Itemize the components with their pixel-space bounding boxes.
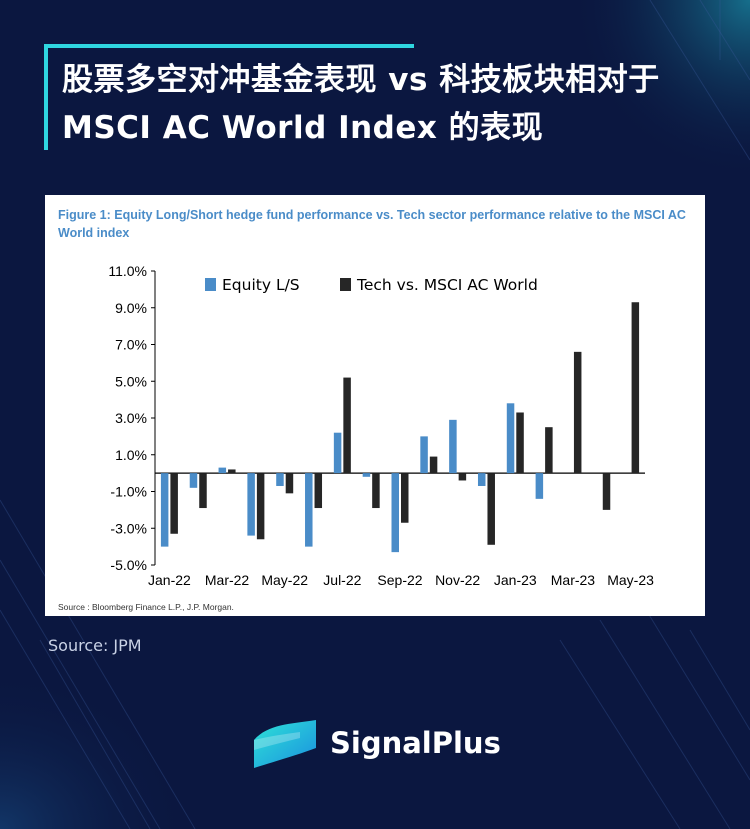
legend-swatch: [340, 278, 351, 291]
x-tick-label: Mar-22: [205, 572, 250, 588]
y-tick-label: -3.0%: [110, 520, 147, 536]
signalplus-logo-icon: [254, 720, 316, 768]
y-tick-label: -1.0%: [110, 484, 147, 500]
title-block: 股票多空对冲基金表现 vs 科技板块相对于 MSCI AC World Inde…: [44, 44, 724, 152]
bar-tech-vs-msci: [170, 473, 178, 534]
y-tick-label: 9.0%: [115, 300, 147, 316]
bar-equity-ls: [391, 473, 399, 553]
bar-tech-vs-msci: [516, 412, 524, 474]
brand-name: SignalPlus: [330, 726, 501, 760]
bar-tech-vs-msci: [401, 473, 409, 523]
bar-tech-vs-msci: [545, 427, 553, 474]
x-tick-label: Jul-22: [323, 572, 361, 588]
bar-tech-vs-msci: [429, 456, 438, 474]
bar-tech-vs-msci: [372, 473, 380, 509]
x-tick-label: Mar-23: [551, 572, 596, 588]
bar-tech-vs-msci: [285, 473, 294, 494]
x-tick-label: Nov-22: [435, 572, 480, 588]
bar-equity-ls: [535, 473, 544, 499]
bar-equity-ls: [449, 419, 457, 474]
x-tick-label: May-23: [607, 572, 654, 588]
bar-equity-ls: [333, 432, 342, 474]
x-tick-label: Jan-22: [148, 572, 191, 588]
bar-tech-vs-msci: [487, 473, 495, 545]
y-tick-label: 1.0%: [115, 447, 147, 463]
figure-caption: Figure 1: Equity Long/Short hedge fund p…: [58, 208, 686, 240]
y-tick-label: 3.0%: [115, 410, 147, 426]
bar-equity-ls: [247, 473, 255, 536]
brand: SignalPlus: [250, 718, 520, 770]
bar-equity-ls: [477, 473, 486, 486]
bar-tech-vs-msci: [199, 473, 207, 509]
bar-equity-ls: [420, 436, 428, 474]
title-accent-left: [44, 44, 48, 150]
bar-equity-ls: [218, 467, 227, 474]
bar-tech-vs-msci: [343, 377, 351, 474]
bar-tech-vs-msci: [256, 473, 265, 540]
chart-panel: Figure 1: Equity Long/Short hedge fund p…: [45, 195, 705, 616]
bar-equity-ls: [506, 403, 515, 474]
y-tick-label: 5.0%: [115, 373, 147, 389]
page-title: 股票多空对冲基金表现 vs 科技板块相对于 MSCI AC World Inde…: [62, 62, 660, 146]
bar-chart: 11.0% 9.0% 7.0% 5.0% 3.0% 1.0% -1.0% -3.0% -5.0%…: [108, 263, 654, 588]
y-tick-label: -5.0%: [110, 557, 147, 573]
bar-tech-vs-msci: [631, 302, 640, 474]
figure-source: Source : Bloomberg Finance L.P., J.P. Mo…: [58, 602, 234, 612]
bar-tech-vs-msci: [602, 473, 611, 510]
x-tick-label: May-22: [261, 572, 308, 588]
bar-tech-vs-msci: [228, 469, 236, 474]
legend-label: Tech vs. MSCI AC World: [356, 276, 538, 294]
title-accent-top: [44, 44, 414, 48]
legend-swatch: [205, 278, 216, 291]
legend-label: Equity L/S: [222, 276, 300, 294]
bar-tech-vs-msci: [314, 473, 323, 509]
bar-equity-ls: [160, 473, 169, 547]
image-source: Source: JPM: [48, 636, 142, 655]
bar-equity-ls: [305, 473, 313, 547]
bar-equity-ls: [362, 473, 371, 477]
bar-equity-ls: [189, 473, 198, 488]
x-tick-label: Sep-22: [377, 572, 422, 588]
bar-equity-ls: [276, 473, 284, 486]
bar-tech-vs-msci: [458, 473, 467, 481]
x-tick-label: Jan-23: [494, 572, 537, 588]
y-tick-label: 11.0%: [108, 263, 147, 279]
y-tick-label: 7.0%: [115, 337, 147, 353]
bar-tech-vs-msci: [573, 351, 582, 474]
